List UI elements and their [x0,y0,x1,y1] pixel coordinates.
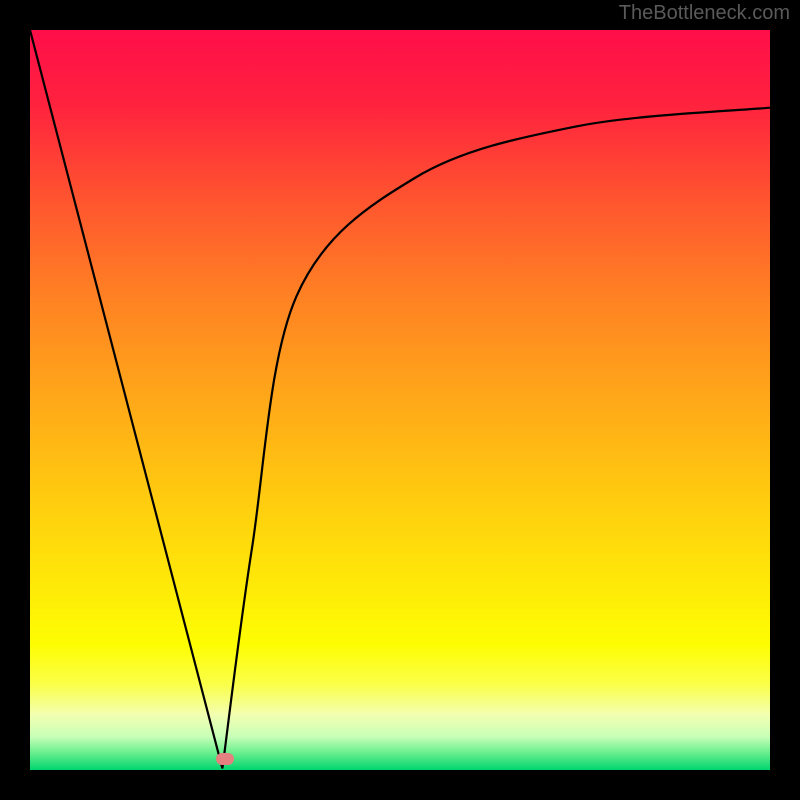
curve-path [30,30,770,769]
bottleneck-curve [30,30,770,770]
vertex-marker [216,753,234,765]
attribution-text: TheBottleneck.com [619,2,790,25]
plot-area [30,30,770,770]
